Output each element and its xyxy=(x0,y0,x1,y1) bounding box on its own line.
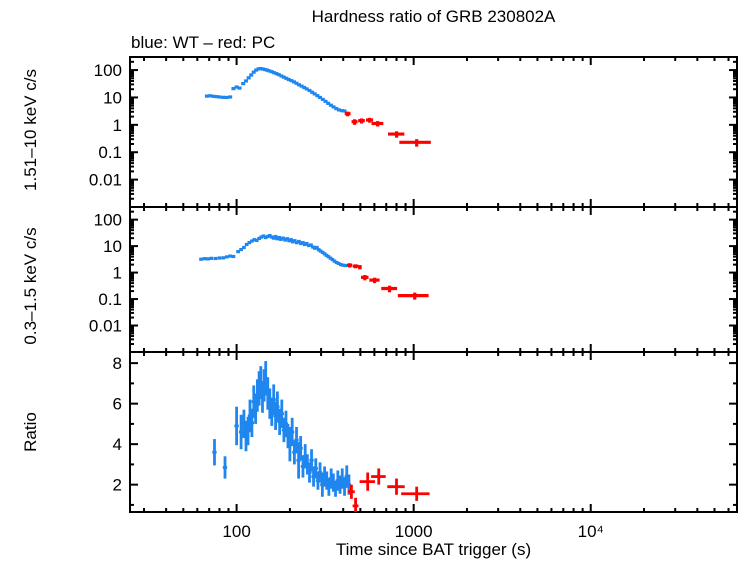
y-tick-label: 0.01 xyxy=(89,317,122,336)
y-tick-label: 4 xyxy=(113,435,122,454)
y-ticks: 100 10 1 0.1 0.01 xyxy=(89,211,737,346)
series-soft-wt xyxy=(199,233,348,268)
x-tick-label: 100 xyxy=(222,522,250,541)
x-ticks xyxy=(143,57,730,207)
y-ticks: 100 10 1 0.1 0.01 xyxy=(89,60,737,200)
legend-text: blue: WT – red: PC xyxy=(131,33,276,52)
x-ticks: 100 1000 10⁴ xyxy=(143,352,730,541)
y-tick-label: 0.1 xyxy=(98,290,122,309)
y-ticks: 2 4 6 8 xyxy=(113,354,737,506)
panel-frame xyxy=(129,351,738,513)
y-tick-label: 8 xyxy=(113,354,122,373)
x-tick-label: 1000 xyxy=(395,522,433,541)
panel-frame xyxy=(129,56,738,208)
x-axis-label: Time since BAT trigger (s) xyxy=(335,540,532,559)
series-ratio-wt xyxy=(212,361,352,497)
y-tick-label: 10 xyxy=(103,237,122,256)
y-tick-label: 2 xyxy=(113,476,122,495)
y-tick-label: 0.1 xyxy=(98,143,122,162)
y-tick-label: 1 xyxy=(113,264,122,283)
series-ratio-pc xyxy=(347,468,430,512)
y-tick-label: 100 xyxy=(94,61,122,80)
x-ticks xyxy=(143,207,730,352)
y-tick-label: 100 xyxy=(94,211,122,230)
x-tick-label: 10⁴ xyxy=(578,522,604,541)
panel-ratio: 100 1000 10⁴ 2 4 6 8 xyxy=(113,351,738,541)
chart-title: Hardness ratio of GRB 230802A xyxy=(311,7,556,26)
y-tick-label: 1 xyxy=(113,116,122,135)
series-soft-pc xyxy=(346,263,429,300)
panel-frame xyxy=(129,206,738,353)
series-hard-wt xyxy=(204,67,347,113)
series-hard-pc xyxy=(344,111,431,147)
panel-hard: 100 10 1 0.1 0.01 xyxy=(89,56,738,208)
panel-soft: 100 10 1 0.1 0.01 xyxy=(89,206,738,353)
y-tick-label: 0.01 xyxy=(89,171,122,190)
y-tick-label: 10 xyxy=(103,88,122,107)
y-tick-label: 6 xyxy=(113,395,122,414)
